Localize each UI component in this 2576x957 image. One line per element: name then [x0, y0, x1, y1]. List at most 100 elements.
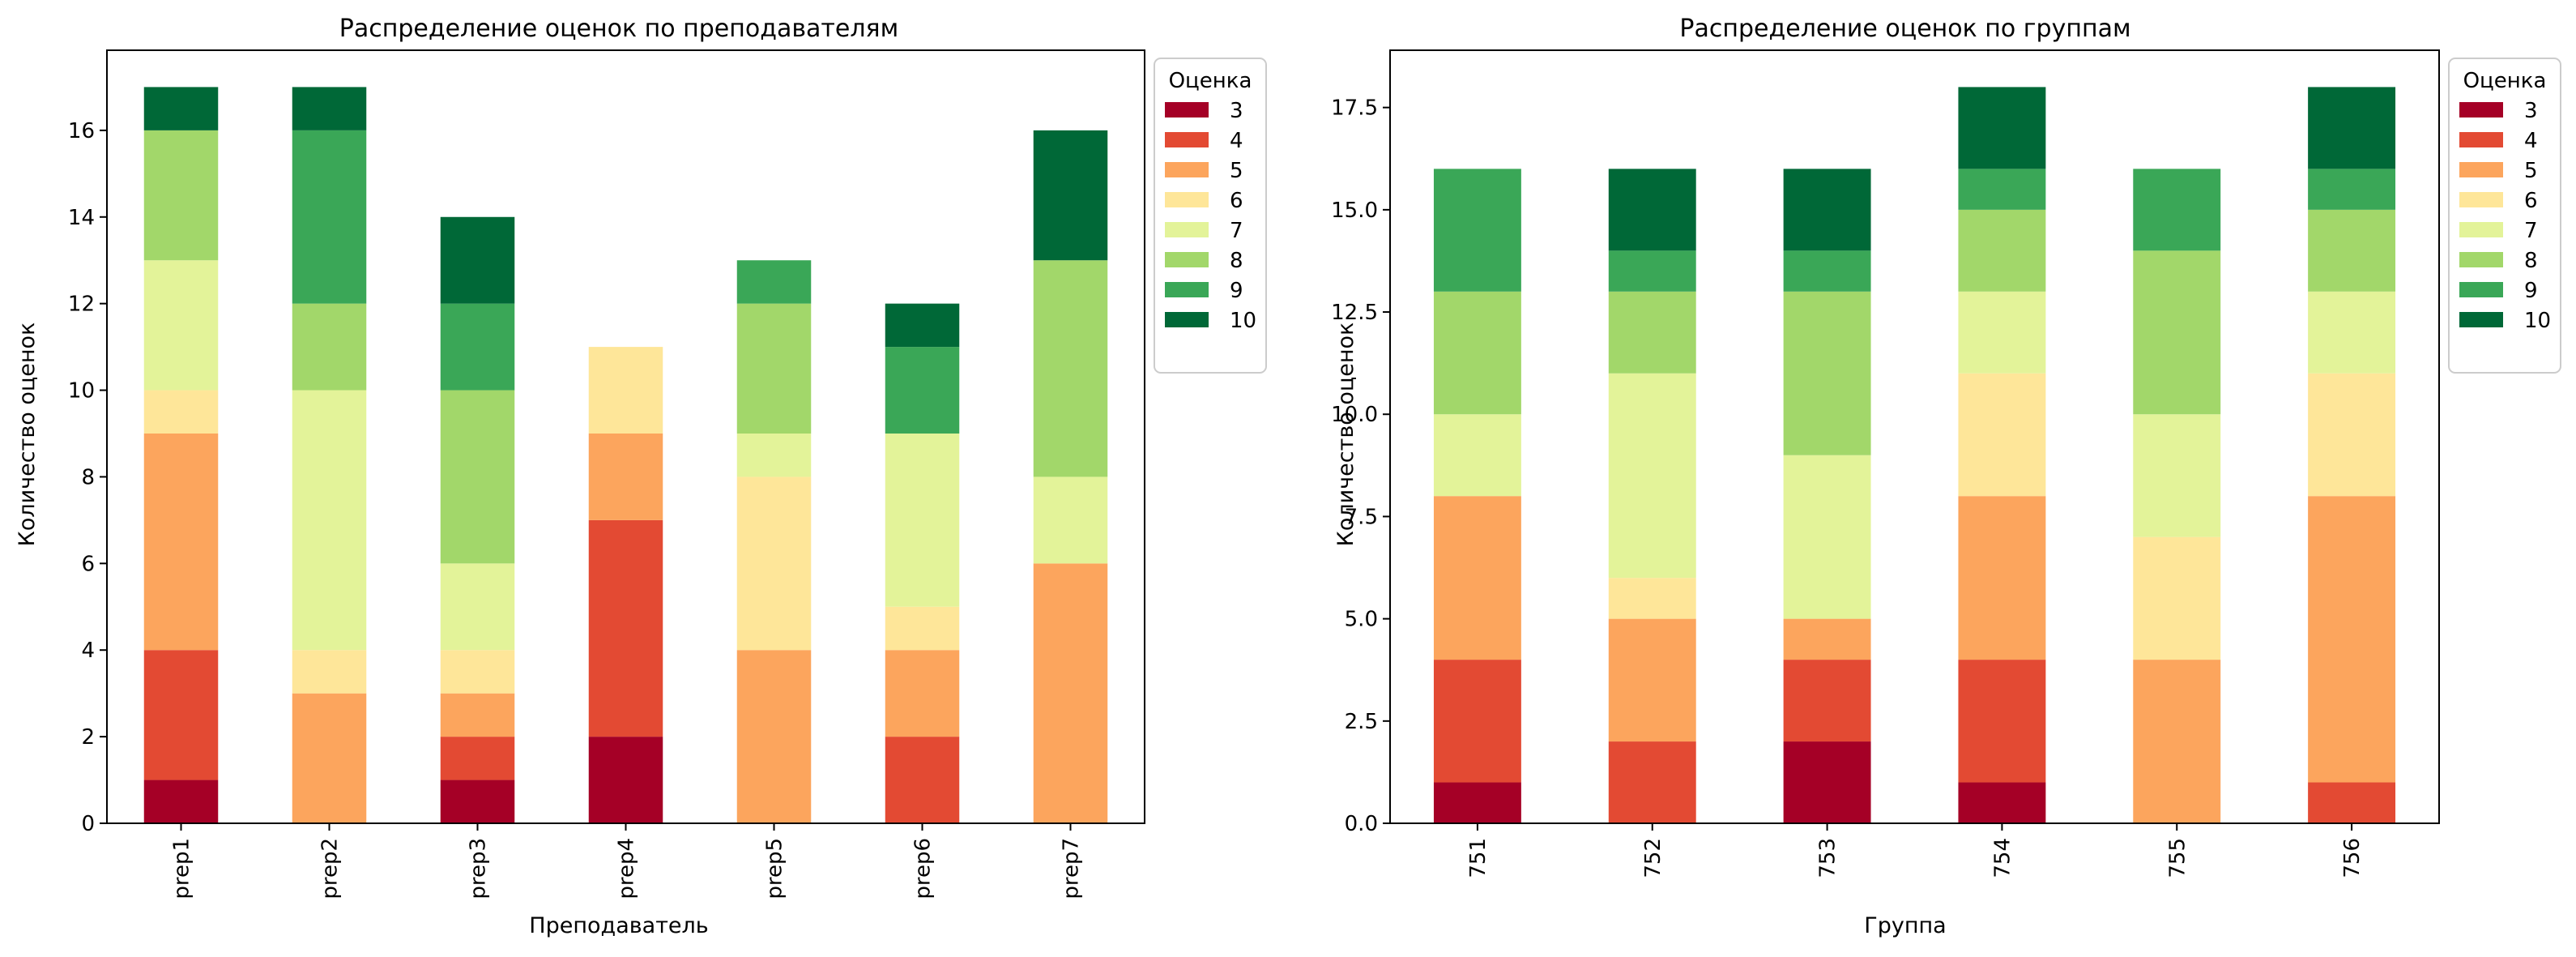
- x-tick-label: prep2: [318, 838, 343, 899]
- y-tick-label: 7.5: [1345, 505, 1378, 529]
- legend-swatch: [1165, 162, 1209, 177]
- bar-segment-prep4-grade-4: [588, 519, 663, 737]
- legend-label: 9: [1230, 279, 1243, 303]
- bar-segment-prep7-grade-8: [1033, 260, 1108, 477]
- y-axis-label: Количество оценок: [1333, 323, 1358, 547]
- x-ticks: prep1 prep2 prep3 prep4 prep5 prep6 prep7: [170, 823, 1084, 899]
- bar-segment-prep5-grade-8: [736, 303, 812, 434]
- y-tick-label: 14: [68, 206, 95, 230]
- bar-segment-753-grade-4: [1783, 660, 1871, 742]
- bar-segment-prep3-grade-5: [440, 693, 515, 737]
- bar-segment-752-grade-6: [1608, 578, 1696, 619]
- bar-segment-prep1-grade-5: [143, 433, 219, 651]
- bar-segment-754-grade-4: [1958, 660, 2046, 783]
- bar-segment-754-grade-10: [1958, 87, 2046, 169]
- bar-segment-prep2-grade-6: [292, 650, 367, 694]
- x-tick-label: 756: [2340, 838, 2365, 878]
- bar-segment-prep6-grade-5: [885, 650, 960, 737]
- bar-segment-prep5-grade-9: [736, 260, 812, 304]
- legend-swatch: [1165, 222, 1209, 237]
- bar-segment-753-grade-8: [1783, 291, 1871, 455]
- chart-title: Распределение оценок по преподавателям: [339, 15, 898, 43]
- bar-segment-753-grade-9: [1783, 250, 1871, 292]
- bar-segment-prep7-grade-10: [1033, 130, 1108, 261]
- y-tick-label: 17.5: [1331, 96, 1378, 121]
- legend-label: 8: [2524, 249, 2538, 273]
- bar-segment-prep6-grade-4: [885, 737, 960, 823]
- bar-segment-prep7-grade-7: [1033, 476, 1108, 564]
- legend-label: 5: [2524, 159, 2538, 183]
- legend-swatch: [1165, 252, 1209, 267]
- bar-segment-751-grade-5: [1433, 496, 1521, 660]
- x-tick-label: prep3: [467, 838, 491, 899]
- bar-segment-754-grade-8: [1958, 209, 2046, 292]
- bar-segment-prep6-grade-6: [885, 606, 960, 651]
- legend-label: 6: [2524, 189, 2538, 213]
- bar-segment-752-grade-7: [1608, 373, 1696, 579]
- bar-segment-751-grade-3: [1433, 782, 1521, 823]
- legend: Оценка 3 4 5 6 7 8 9 10: [1154, 58, 1267, 374]
- legend-label: 3: [2524, 99, 2538, 123]
- bar-segment-754-grade-6: [1958, 373, 2046, 497]
- y-tick-label: 6: [81, 552, 95, 576]
- y-tick-label: 5.0: [1345, 608, 1378, 632]
- bar-segment-prep3-grade-10: [440, 216, 515, 304]
- x-tick-label: prep4: [615, 838, 639, 899]
- y-ticks: 0 2 4 6 8 10 12 14 16: [68, 119, 107, 836]
- legend-swatch: [2459, 102, 2503, 117]
- bar-segment-756-grade-4: [2308, 782, 2396, 823]
- legend-label: 7: [2524, 219, 2538, 243]
- y-tick-label: 0: [81, 812, 95, 836]
- y-tick-label: 15.0: [1331, 199, 1378, 223]
- bar-segment-prep1-grade-10: [143, 87, 219, 130]
- y-tick-label: 10: [68, 379, 95, 404]
- bar-segment-756-grade-8: [2308, 209, 2396, 292]
- legend-label: 7: [1230, 219, 1243, 243]
- bar-segment-756-grade-10: [2308, 87, 2396, 169]
- legend-label: 4: [1230, 129, 1243, 153]
- bar-segment-753-grade-3: [1783, 741, 1871, 823]
- bar-segment-prep2-grade-8: [292, 303, 367, 391]
- x-tick-label: 751: [1466, 838, 1491, 878]
- legend-label: 9: [2524, 279, 2538, 303]
- bar-segment-prep6-grade-7: [885, 433, 960, 607]
- bar-segment-prep1-grade-6: [143, 390, 219, 434]
- bar-segment-752-grade-5: [1608, 618, 1696, 742]
- bar-segment-753-grade-7: [1783, 455, 1871, 619]
- bar-segment-753-grade-5: [1783, 618, 1871, 660]
- bar-segment-prep4-grade-5: [588, 433, 663, 520]
- legend-swatch: [1165, 132, 1209, 147]
- x-tick-label: prep5: [763, 838, 787, 899]
- bar-segment-755-grade-8: [2133, 250, 2221, 415]
- bar-segment-755-grade-7: [2133, 414, 2221, 537]
- legend: Оценка 3 4 5 6 7 8 9 10: [2448, 58, 2561, 374]
- x-tick-label: prep7: [1060, 838, 1084, 899]
- x-tick-label: 753: [1816, 838, 1840, 878]
- y-tick-label: 16: [68, 119, 95, 143]
- bar-segment-prep3-grade-6: [440, 650, 515, 694]
- x-tick-label: 754: [1990, 838, 2015, 878]
- bars: [1433, 87, 2396, 823]
- x-tick-label: prep1: [170, 838, 194, 899]
- legend-swatch: [2459, 162, 2503, 177]
- bar-segment-755-grade-5: [2133, 660, 2221, 823]
- legend-swatch: [1165, 282, 1209, 297]
- legend-label: 8: [1230, 249, 1243, 273]
- legend-label: 5: [1230, 159, 1243, 183]
- bar-segment-prep3-grade-8: [440, 390, 515, 564]
- legend-swatch: [2459, 252, 2503, 267]
- bar-segment-756-grade-5: [2308, 496, 2396, 783]
- legend-swatch: [2459, 312, 2503, 327]
- bar-segment-prep5-grade-6: [736, 476, 812, 651]
- y-tick-label: 12: [68, 293, 95, 317]
- chart-by-teacher: Распределение оценок по преподавателям К…: [15, 15, 1267, 938]
- plot-frame: [106, 49, 1145, 824]
- bars: [143, 87, 1108, 823]
- bar-segment-prep6-grade-10: [885, 303, 960, 348]
- bar-segment-751-grade-7: [1433, 414, 1521, 497]
- bar-segment-prep3-grade-7: [440, 563, 515, 651]
- bar-segment-prep1-grade-7: [143, 260, 219, 391]
- legend-items: 3 4 5 6 7 8 9 10: [2459, 99, 2551, 333]
- legend-swatch: [2459, 282, 2503, 297]
